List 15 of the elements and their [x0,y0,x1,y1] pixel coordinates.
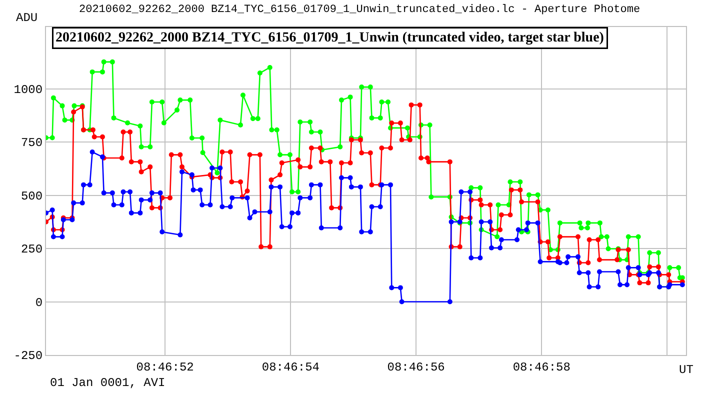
x-tick-label: 08:46:56 [387,360,445,374]
chart-title: 20210602_92262_2000 BZ14_TYC_6156_01709_1_Unwin (truncated video, target star blue) [56,30,604,46]
x-tick-label: 08:46:54 [262,360,320,374]
y-tick-label: 250 [20,242,43,257]
x-tick-label: 08:46:58 [512,360,570,374]
text: 01 Jan 0001, AVI [50,376,166,390]
x-axis-title: UT [679,363,694,377]
y-tick-label: 500 [20,189,43,204]
y-tick-label: 750 [20,136,43,150]
chart-subtitle: 20210602_92262_2000 BZ14_TYC_6156_01709_1_Unwin_truncated_video.lc - Aperture Photome [79,4,640,16]
x-tick-label: 08:46:52 [136,360,194,374]
y-tick-label: -250 [14,349,43,364]
y-axis-title: ADU [16,11,38,25]
y-tick-label: 1000 [14,82,43,97]
y-tick-label: 0 [35,296,43,310]
